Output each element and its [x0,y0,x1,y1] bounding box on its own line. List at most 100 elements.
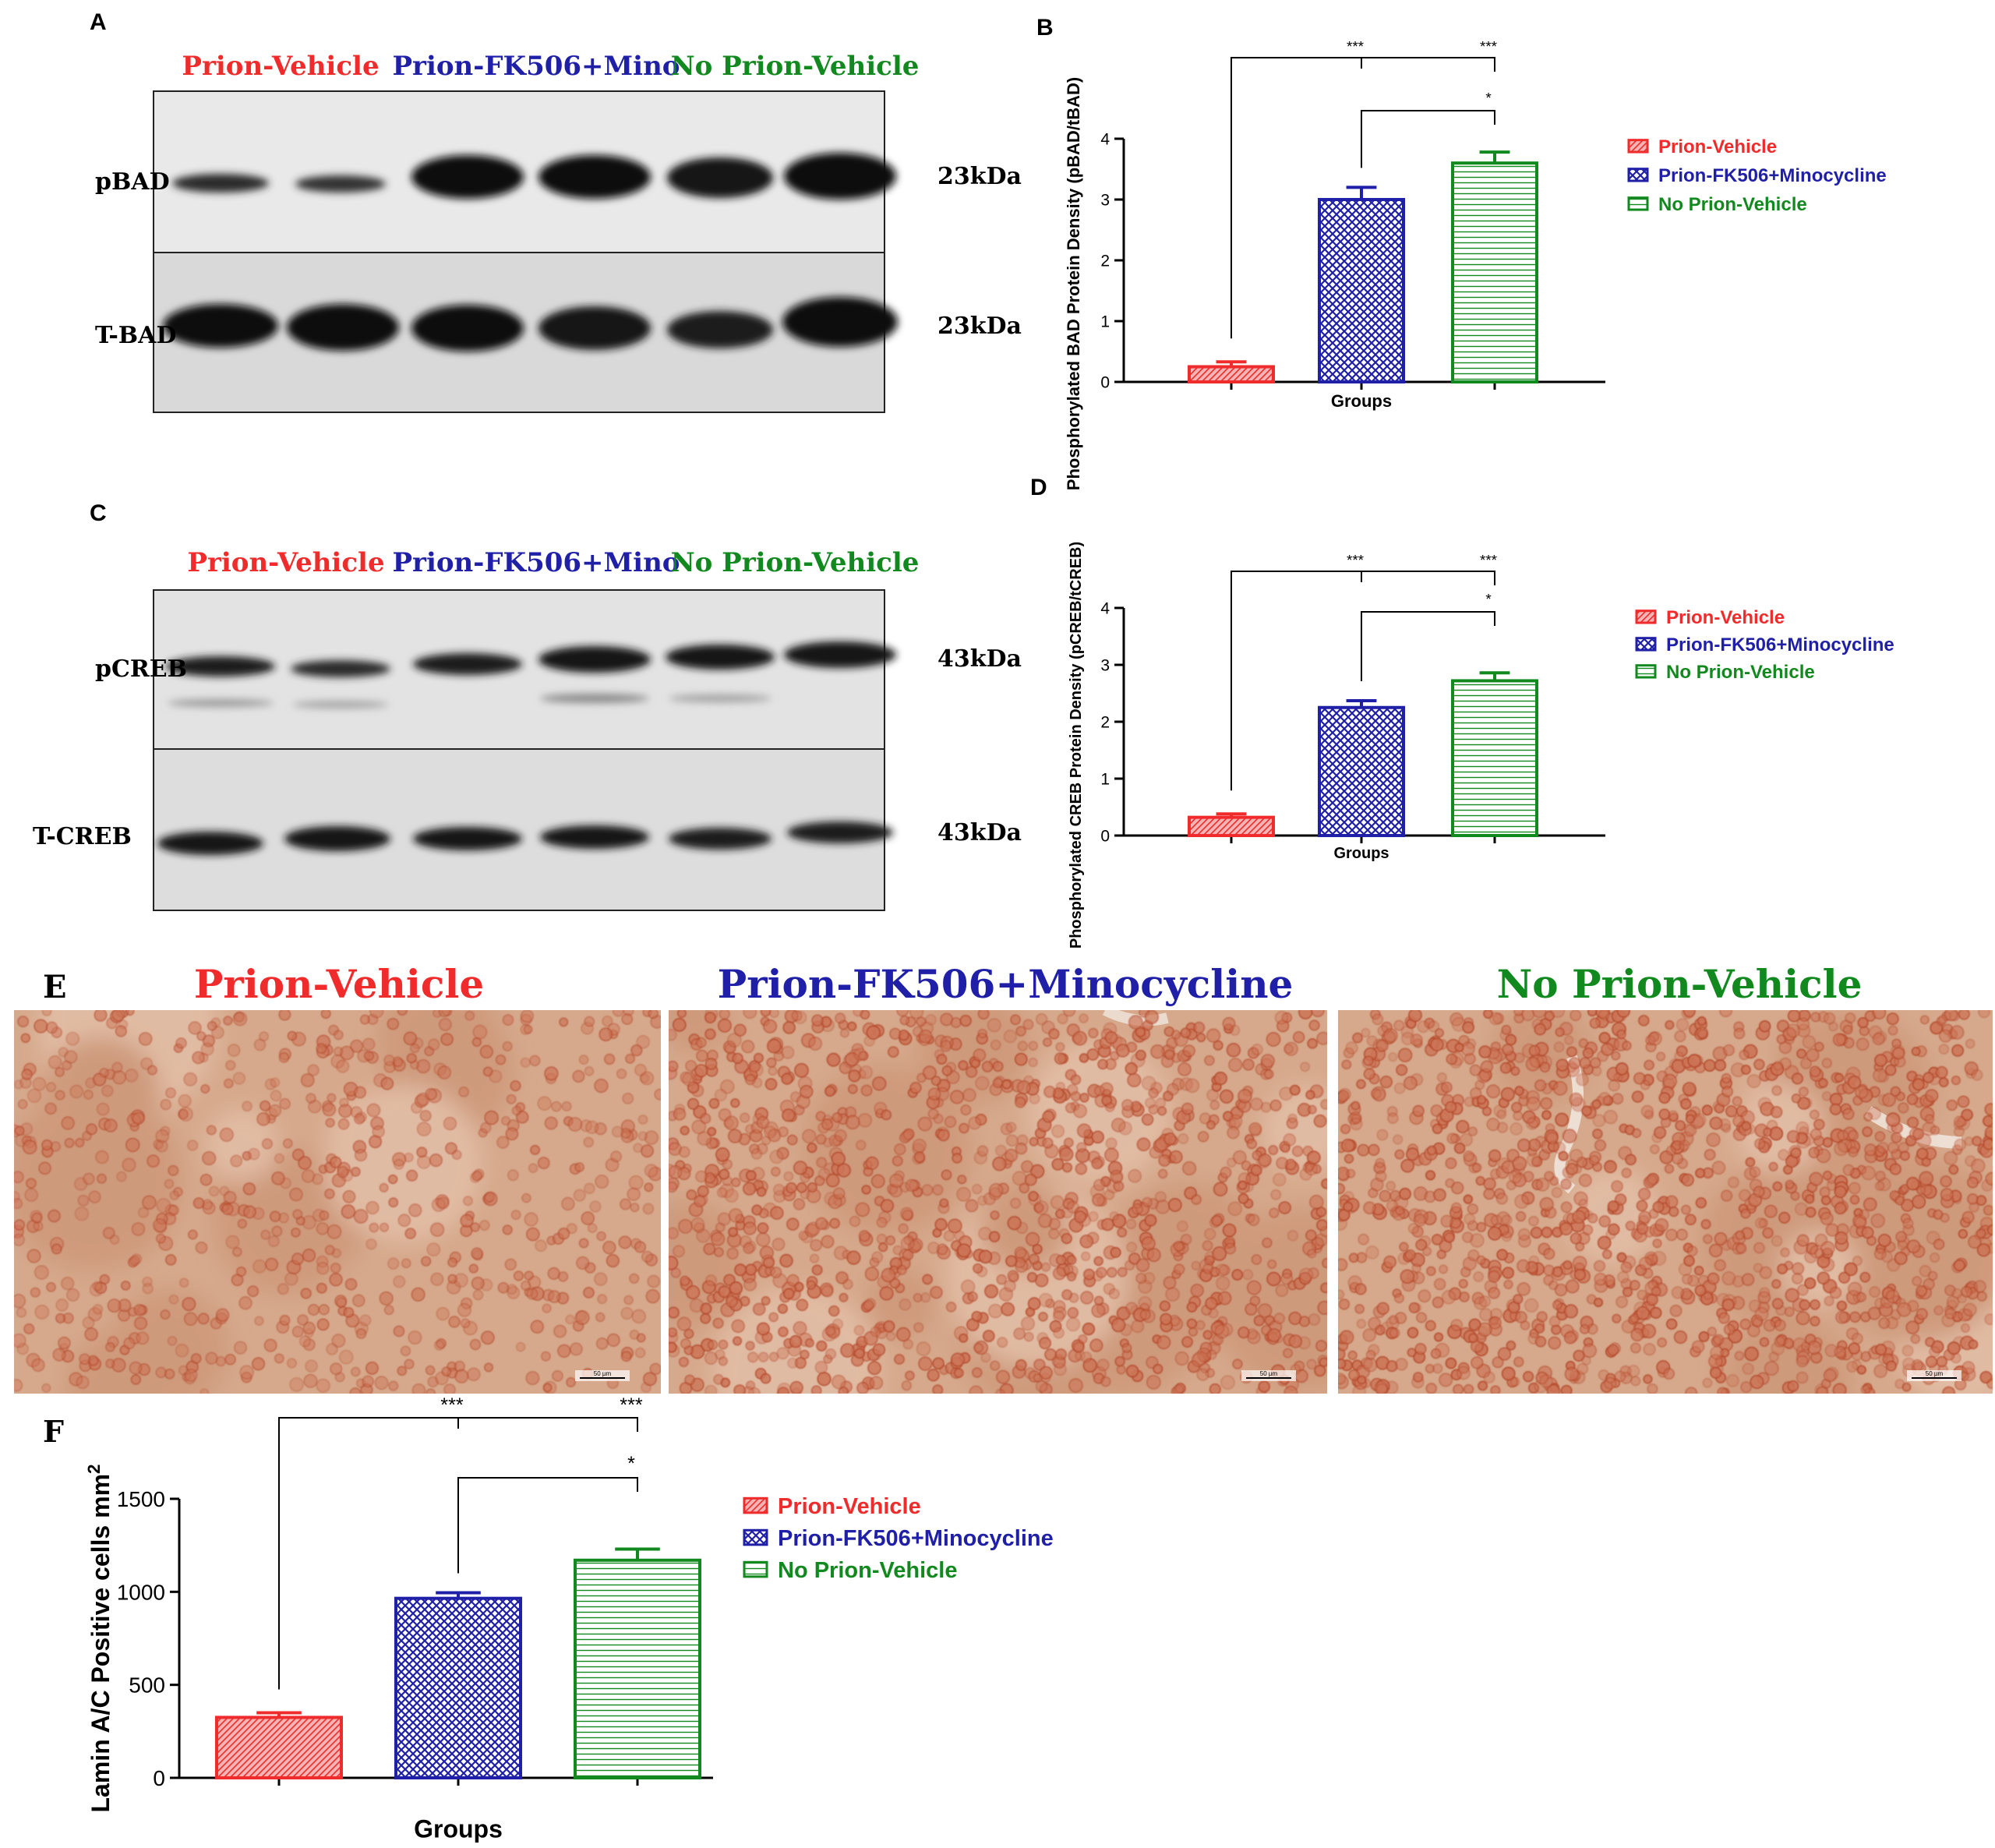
significance-bracket [457,1477,638,1574]
legend-entry: No Prion-Vehicle [1658,194,1807,215]
legend-entry: Prion-FK506+Minocycline [1666,634,1894,655]
bar [394,1596,522,1780]
significance-bracket [1361,110,1495,168]
significance-label: *** [1347,553,1365,569]
blot-a-pbad-bands [172,153,896,200]
y-axis-label-superscript: 2 [84,1465,104,1474]
histology-panel: 50 µm [1338,1010,1993,1394]
legend-swatch [1635,610,1657,624]
legend-entry: No Prion-Vehicle [778,1558,957,1583]
legend-entry: Prion-Vehicle [778,1494,921,1519]
legend-swatch [1627,196,1649,211]
panel-label-e: E [43,969,67,1005]
legend-swatch [1635,664,1657,679]
y-axis-label: Lamin A/C Positive cells mm2 [84,1465,115,1813]
blot-a-group-labels: Prion-Vehicle Prion-FK506+Mino No Prion-… [182,51,919,82]
blot-a-group-label: No Prion-Vehicle [671,51,920,82]
blot-c-group-labels: Prion-Vehicle Prion-FK506+Mino No Prion-… [187,547,919,578]
legend-swatch [1627,168,1649,182]
histology-panel: 50 µm [669,1010,1327,1394]
scale-bar-label: 50 µm [594,1370,612,1377]
significance-label: * [627,1453,635,1475]
x-axis-label: Groups [1331,391,1392,411]
blot-a-row-label: T-BAD [95,322,176,349]
blot-a-group-label: Prion-Vehicle [182,51,379,82]
y-tick-label: 3 [1100,192,1110,210]
bar [1451,161,1538,383]
blot-c-group-label: No Prion-Vehicle [671,547,920,578]
panel-label-d: D [1030,475,1047,500]
legend-entry: Prion-FK506+Minocycline [1658,165,1887,186]
bar [1318,705,1405,837]
y-tick-label: 3 [1100,657,1110,675]
panel-label-b: B [1036,15,1054,41]
histology-title: Prion-FK506+Minocycline [718,961,1294,1007]
bar [574,1558,701,1779]
y-axis-label: Phosphorylated CREB Protein Density (pCR… [1068,542,1085,949]
significance-bracket [1231,57,1495,339]
significance-label: *** [1480,39,1498,55]
y-tick-label: 0 [1100,374,1110,392]
scale-bar-label: 50 µm [1260,1370,1278,1377]
y-tick-label: 2 [1100,714,1110,732]
bar [215,1715,343,1780]
legend-swatch [1627,139,1649,154]
y-tick-label: 1500 [117,1487,165,1511]
significance-label: *** [1480,553,1498,569]
blot-c-group-label: Prion-FK506+Mino [392,547,680,578]
x-axis-label: Groups [414,1814,503,1843]
blot-a-row-label: pBAD [95,168,170,196]
blot-a-tbad-bands [163,297,898,352]
legend-swatch [743,1560,768,1578]
y-tick-label: 1 [1100,771,1110,789]
legend-swatch [1635,637,1657,652]
significance-bracket [1361,611,1495,681]
legend-entry: No Prion-Vehicle [1666,662,1815,683]
blot-c-row-label: T-CREB [33,823,132,850]
significance-label: *** [620,1394,643,1416]
y-tick-label: 1 [1100,313,1110,331]
legend-entry: Prion-Vehicle [1658,136,1777,157]
x-axis-label: Groups [1333,845,1389,862]
blot-c-pcreb-bands [166,641,896,708]
blot-c-size-label: 43kDa [937,645,1022,673]
histology-panels: 50 µm 50 µm 50 µm [14,1010,1993,1394]
panel-label-c: C [90,500,107,526]
y-tick-label: 4 [1100,131,1110,149]
bar [1318,198,1405,383]
scale-bar-label: 50 µm [1926,1370,1944,1377]
blot-c-group-label: Prion-Vehicle [187,547,384,578]
blot-a-group-label: Prion-FK506+Mino [392,51,680,82]
histology-title: No Prion-Vehicle [1497,961,1863,1007]
blot-c-size-label: 43kDa [937,819,1022,846]
y-tick-label: 0 [153,1766,165,1790]
bar [1188,815,1275,838]
significance-label: * [1485,592,1492,608]
legend-swatch [743,1528,768,1546]
blot-c-row-label: pCREB [95,655,187,683]
significance-label: *** [1347,39,1365,55]
panel-label-a: A [90,9,107,35]
y-tick-label: 0 [1100,828,1110,846]
bar [1188,365,1275,383]
blot-a-size-label: 23kDa [937,313,1022,340]
histology-title: Prion-Vehicle [194,961,484,1007]
y-tick-label: 500 [129,1673,165,1698]
blot-c-tcreb-bands [157,822,893,855]
panel-label-f: F [43,1414,64,1449]
y-tick-label: 4 [1100,600,1110,618]
significance-label: * [1485,90,1492,107]
blot-a-size-label: 23kDa [937,163,1022,190]
y-axis-label: Phosphorylated BAD Protein Density (pBAD… [1064,77,1083,490]
blot-c-image [153,589,896,911]
histology-panel: 50 µm [14,1010,661,1394]
y-tick-label: 1000 [117,1580,165,1604]
legend-entry: Prion-FK506+Minocycline [778,1526,1054,1551]
bar [1451,679,1538,837]
blot-a-image [153,90,898,413]
significance-bracket [1231,571,1495,791]
